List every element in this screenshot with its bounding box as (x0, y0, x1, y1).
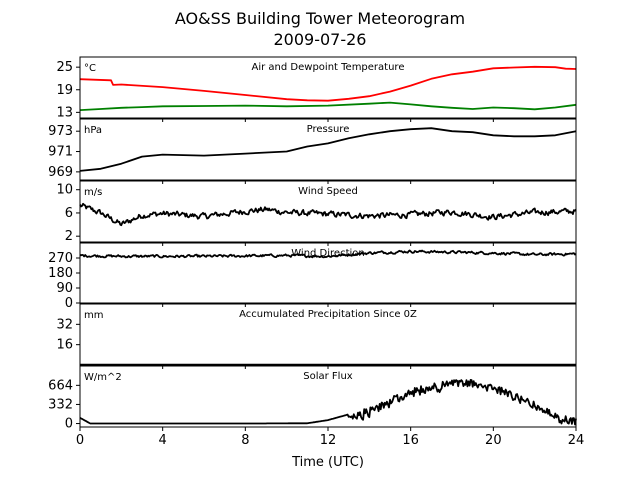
panel-title: Air and Dewpoint Temperature (252, 62, 405, 73)
y-tick-label: 0 (65, 417, 73, 432)
panel-1: 969 971 973 hPa Pressure (48, 118, 577, 184)
series-line-3-0 (79, 249, 577, 259)
panel-unit-label: mm (84, 310, 103, 321)
y-tick-label: 25 (56, 60, 73, 75)
panel-2: 2 6 10 m/s Wind Speed (56, 180, 577, 246)
panel-4: 16 32 mm Accumulated Precipitation Since 0Z (56, 303, 577, 369)
panel-0: 13 19 25 °C Air and Dewpoint Temperature (56, 56, 577, 122)
y-tick-label: 180 (48, 266, 73, 281)
y-tick-label: 332 (48, 397, 73, 412)
x-tick-label: 4 (159, 433, 167, 448)
y-tick-label: 16 (56, 338, 73, 353)
y-tick-label: 32 (56, 317, 73, 332)
panel-5: 0 332 664 W/m^2 Solar Flux (48, 365, 577, 432)
y-tick-label: 973 (48, 124, 73, 139)
panel-unit-label: °C (84, 63, 96, 74)
panel-unit-label: hPa (84, 125, 102, 136)
series-line-2-0 (79, 202, 577, 227)
x-tick-label: 0 (76, 433, 84, 448)
panel-title: Wind Speed (298, 186, 358, 197)
y-tick-label: 2 (65, 229, 73, 244)
y-tick-label: 90 (56, 281, 73, 296)
y-tick-label: 19 (56, 83, 73, 98)
panel-title: Accumulated Precipitation Since 0Z (239, 309, 417, 320)
panel-unit-label: W/m^2 (84, 372, 122, 383)
series-line-1-0 (79, 127, 577, 172)
x-tick-label: 12 (320, 433, 337, 448)
panel-unit-label: m/s (84, 187, 102, 198)
panel-title: Pressure (307, 124, 350, 135)
y-tick-label: 664 (48, 378, 73, 393)
x-tick-label: 8 (241, 433, 249, 448)
x-tick-label: 16 (402, 433, 419, 448)
y-tick-label: 0 (65, 296, 73, 311)
x-axis-label: Time (UTC) (291, 455, 364, 470)
figure-subtitle: 2009-07-26 (274, 30, 367, 49)
panel-title: Solar Flux (303, 371, 353, 382)
y-tick-label: 13 (56, 105, 73, 120)
x-tick-label: 24 (568, 433, 585, 448)
series-line-0-0 (79, 65, 577, 102)
x-tick-label: 20 (485, 433, 502, 448)
figure-title: AO&SS Building Tower Meteorogram (175, 9, 465, 28)
y-tick-label: 6 (65, 206, 73, 221)
series-line-0-1 (79, 101, 577, 111)
y-tick-label: 10 (56, 183, 73, 198)
series-line-5-0 (79, 379, 577, 426)
y-tick-label: 270 (48, 251, 73, 266)
panel-title: Wind Direction (291, 248, 365, 259)
y-tick-label: 971 (48, 145, 73, 160)
y-tick-label: 969 (48, 165, 73, 180)
